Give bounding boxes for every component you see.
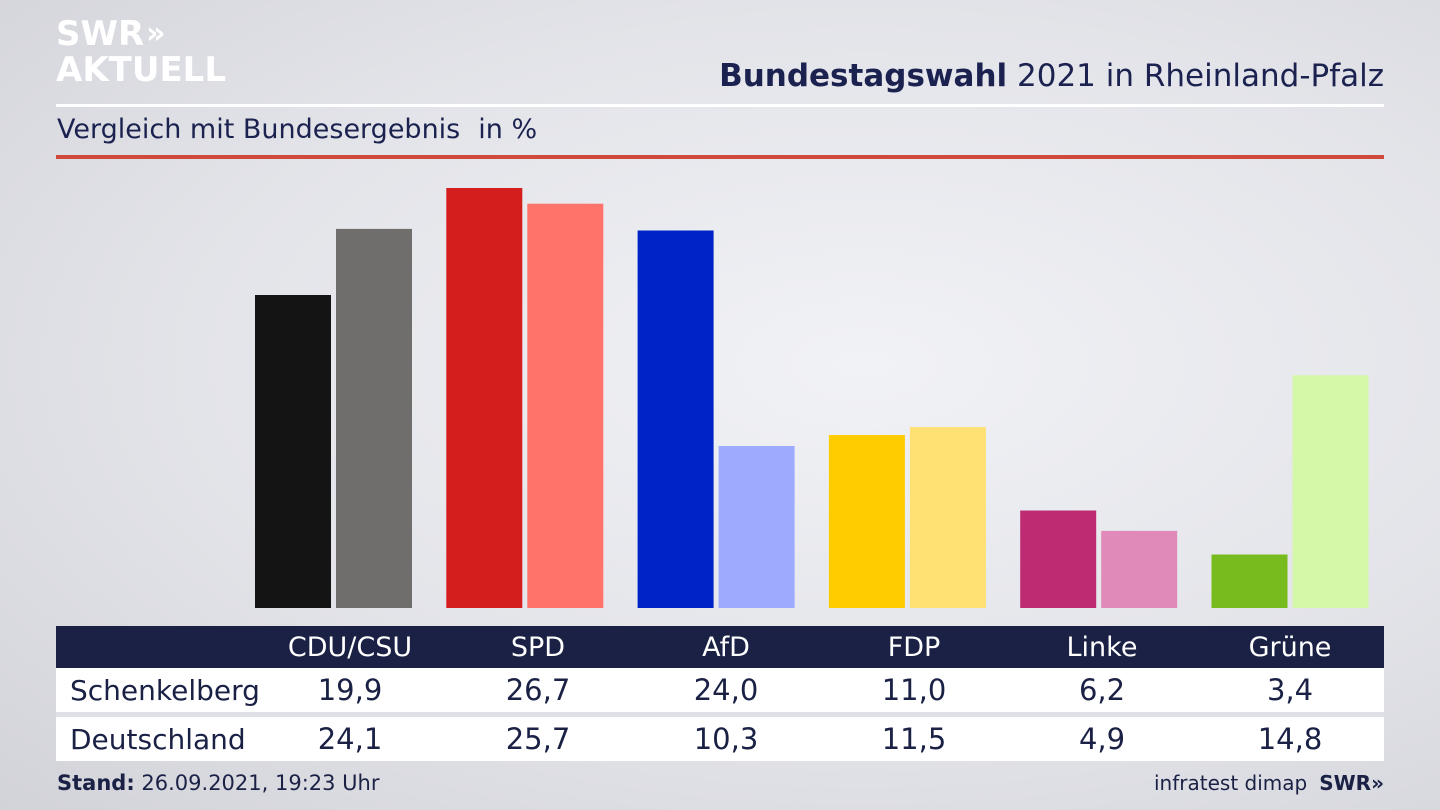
timestamp: Stand: 26.09.2021, 19:23 Uhr [57,771,380,795]
header-cell [56,626,256,668]
chart-subtitle: Vergleich mit Bundesergebnis in % [57,114,537,145]
stand-value: 26.09.2021, 19:23 Uhr [134,771,380,795]
bar-cdu-csu-deutschland [336,228,412,608]
title-rest: 2021 in Rheinland-Pfalz [1007,58,1384,94]
bar-afd-schenkelberg [637,230,714,608]
page-title: Bundestagswahl 2021 in Rheinland-Pfalz [719,58,1384,94]
header-spd: SPD [444,626,632,668]
table-cell: 11,0 [820,668,1008,717]
table-cell: 11,5 [820,714,1008,761]
bar-spd-schenkelberg [446,188,523,608]
table-row: Deutschland 24,1 25,7 10,3 11,5 4,9 14,8 [56,714,1384,761]
table-cell: 3,4 [1196,668,1384,717]
row-label: Schenkelberg [56,668,260,717]
header-divider [56,104,1384,107]
logo-swr: SWR [56,14,145,54]
bar-chart [255,188,1369,608]
header-fdp: FDP [820,626,1008,668]
accent-divider [56,155,1384,159]
subtitle-text: Vergleich mit Bundesergebnis [57,114,461,145]
table-cell: 24,0 [632,668,820,717]
header-linke: Linke [1008,626,1196,668]
title-bold: Bundestagswahl [719,58,1008,94]
row-label: Deutschland [56,714,256,761]
table-header-row: CDU/CSU SPD AfD FDP Linke Grüne [56,626,1384,668]
bar-fdp-deutschland [909,427,986,608]
table-row: Schenkelberg 19,9 26,7 24,0 11,0 6,2 3,4 [56,668,1384,717]
bar-gruene-deutschland [1292,375,1369,608]
header-cdu-csu: CDU/CSU [256,626,444,668]
header-afd: AfD [632,626,820,668]
header-gruene: Grüne [1196,626,1384,668]
source-label: infratest dimap [1154,771,1308,795]
bar-linke-deutschland [1101,530,1178,608]
stand-label: Stand: [57,771,135,795]
bar-afd-deutschland [718,446,795,608]
bar-fdp-schenkelberg [828,435,905,608]
bar-spd-deutschland [527,203,604,608]
table-cell: 10,3 [632,714,820,761]
table-cell: 26,7 [444,668,632,717]
unit-label: in % [478,114,538,145]
bar-cdu-csu-schenkelberg [255,295,331,608]
swr-aktuell-logo: SWR» AKTUELL [56,16,226,88]
bar-linke-schenkelberg [1020,510,1097,608]
table-cell: 14,8 [1196,714,1384,761]
results-table: CDU/CSU SPD AfD FDP Linke Grüne Schenkel… [56,626,1384,761]
table-cell: 4,9 [1008,714,1196,761]
logo-aktuell: AKTUELL [56,50,227,90]
swr-footer-logo: SWR» [1319,771,1384,795]
table-cell: 24,1 [256,714,444,761]
table-cell: 25,7 [444,714,632,761]
source-credit: infratest dimap SWR» [1154,771,1384,795]
table-cell: 19,9 [256,668,444,717]
table-cell: 6,2 [1008,668,1196,717]
bar-gruene-schenkelberg [1211,554,1288,608]
